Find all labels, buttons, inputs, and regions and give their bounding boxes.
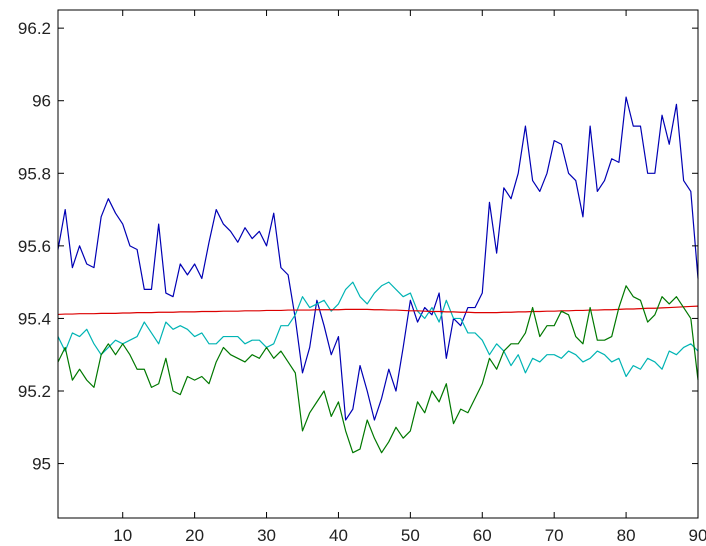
tick-layer: 10 20 30 40 50 60 70 80 90 95 95.2 95.4 95.6 95.8 96 96…: [18, 10, 706, 545]
x-tick-label: 60: [473, 526, 492, 545]
x-tick-label: 80: [617, 526, 636, 545]
x-tick-label: 70: [545, 526, 564, 545]
plot-area: [58, 10, 698, 518]
y-tick-label: 95.2: [18, 382, 51, 401]
series-line-1: [57, 281, 699, 378]
y-tick-label: 96: [32, 92, 51, 111]
y-tick-label: 95: [32, 455, 51, 474]
x-tick-label: 40: [329, 526, 348, 545]
series-line-2: [57, 305, 699, 316]
x-tick-label: 90: [689, 526, 706, 545]
x-tick-label: 30: [257, 526, 276, 545]
axes-box: [57, 9, 699, 519]
y-tick-label: 95.8: [18, 164, 51, 183]
series-line-3: [57, 285, 699, 454]
x-tick-label: 10: [113, 526, 132, 545]
y-tick-label: 96.2: [18, 19, 51, 38]
y-tick-label: 95.4: [18, 309, 51, 328]
x-tick-label: 20: [185, 526, 204, 545]
x-tick-label: 50: [401, 526, 420, 545]
y-tick-label: 95.6: [18, 237, 51, 256]
series-layer: [57, 96, 699, 454]
series-line-0: [57, 96, 699, 421]
